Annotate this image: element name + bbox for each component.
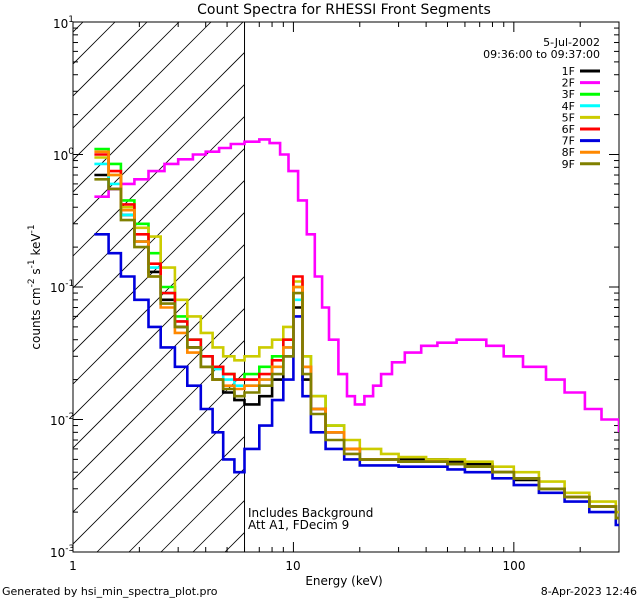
legend-label-2F: 2F — [562, 77, 575, 90]
legend-label-3F: 3F — [562, 88, 575, 101]
footer-generator: Generated by hsi_min_spectra_plot.pro — [2, 585, 218, 598]
legend-label-9F: 9F — [562, 158, 575, 171]
time-range-label: 09:36:00 to 09:37:00 — [483, 48, 600, 61]
series-9F — [94, 178, 619, 520]
x-axis-label: Energy (keV) — [305, 574, 382, 588]
legend-label-5F: 5F — [562, 111, 575, 124]
hatched-region — [0, 22, 640, 552]
y-axis-label: counts cm-2 s-1 keV-1 — [27, 224, 43, 349]
footer-timestamp: 8-Apr-2023 12:46 — [541, 585, 637, 598]
series-4F — [94, 162, 619, 520]
x-tick-label: 10 — [285, 559, 300, 573]
legend-label-1F: 1F — [562, 65, 575, 78]
hatch-line — [73, 22, 180, 129]
hatch-line — [73, 275, 245, 449]
x-tick-label: 100 — [503, 559, 526, 573]
axis-ticks — [72, 21, 620, 553]
series-group — [94, 138, 619, 527]
y-tick-labels: 10-3 10-2 10-1 100 101 — [50, 15, 74, 560]
hatch-line — [73, 179, 245, 353]
hatch-line — [73, 339, 245, 513]
hatch-line — [73, 51, 245, 225]
y-tick-label: 100 — [53, 147, 74, 163]
legend-label-4F: 4F — [562, 100, 575, 113]
date-label: 5-Jul-2002 — [543, 36, 600, 49]
hatch-line — [73, 371, 245, 545]
y-tick-label: 10-2 — [50, 412, 74, 428]
hatch-line — [73, 83, 245, 257]
hatch-line — [73, 307, 245, 481]
hatch-line — [545, 22, 640, 552]
series-2F — [94, 138, 619, 433]
hatch-line — [0, 22, 51, 552]
legend-label-7F: 7F — [562, 135, 575, 148]
hatch-line — [96, 403, 245, 552]
hatch-line — [128, 435, 245, 552]
series-6F — [94, 153, 619, 520]
x-tick-label: 1 — [69, 559, 77, 573]
attenuator-annotation: Att A1, FDecim 9 — [248, 518, 349, 532]
background-annotation: Includes Background — [248, 506, 373, 520]
legend-label-6F: 6F — [562, 123, 575, 136]
y-tick-label: 101 — [53, 15, 74, 31]
hatch-line — [73, 22, 244, 193]
hatch-line — [73, 243, 245, 417]
hatch-line — [73, 147, 245, 321]
hatch-line — [577, 22, 640, 552]
hatch-line — [73, 22, 212, 161]
legend-label-8F: 8F — [562, 146, 575, 159]
y-tick-label: 10-1 — [50, 279, 74, 295]
hatch-line — [257, 22, 640, 552]
y-tick-label: 10-3 — [50, 544, 74, 560]
series-3F — [94, 147, 619, 520]
chart-title: Count Spectra for RHESSI Front Segments — [197, 2, 491, 18]
hatch-line — [224, 531, 245, 552]
series-8F — [94, 150, 619, 520]
